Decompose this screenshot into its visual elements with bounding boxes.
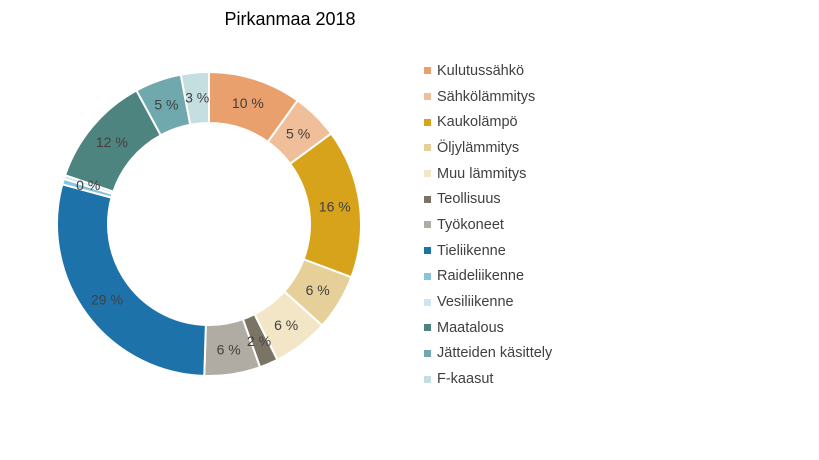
legend-item-oljylammitys: Öljylämmitys bbox=[424, 135, 552, 161]
legend-item-raideliikenne: Raideliikenne bbox=[424, 264, 552, 290]
legend-swatch bbox=[424, 324, 431, 332]
legend-item-muu-lammitys: Muu lämmitys bbox=[424, 161, 552, 187]
slice-label-teollisuus: 2 % bbox=[247, 333, 271, 349]
legend-swatch bbox=[424, 67, 431, 75]
legend-item-sahkolammitys: Sähkölämmitys bbox=[424, 84, 552, 110]
slice-label-f-kaasut: 3 % bbox=[185, 90, 209, 106]
slice-label-oljylammitys: 6 % bbox=[306, 282, 330, 298]
slice-label-sahkolammitys: 5 % bbox=[286, 126, 310, 142]
legend-label: Työkoneet bbox=[437, 216, 504, 233]
slice-tieliikenne bbox=[56, 183, 207, 377]
legend-label: Sähkölämmitys bbox=[437, 88, 536, 105]
slice-label-tieliikenne: 29 % bbox=[91, 292, 123, 308]
legend-swatch bbox=[424, 298, 431, 306]
donut-chart: 10 %5 %16 %6 %6 %2 %6 %29 %0 %12 %5 % 3 % bbox=[56, 70, 362, 377]
chart-title: Pirkanmaa 2018 bbox=[224, 9, 356, 29]
legend-label: Vesiliikenne bbox=[437, 294, 514, 311]
legend-item-teollisuus: Teollisuus bbox=[424, 186, 552, 212]
legend-item-tieliikenne: Tieliikenne bbox=[424, 238, 552, 264]
legend-swatch bbox=[424, 221, 431, 229]
legend-swatch bbox=[424, 195, 431, 203]
slice-f-kaasut bbox=[179, 70, 210, 126]
legend-item-kaukolampo: Kaukolämpö bbox=[424, 109, 552, 135]
legend-swatch bbox=[424, 144, 431, 152]
legend-label: Muu lämmitys bbox=[437, 165, 527, 182]
legend-item-f-kaasut: F-kaasut bbox=[424, 366, 552, 392]
legend: Kulutussähkö Sähkölämmitys Kaukolämpö Öljyl… bbox=[424, 58, 552, 392]
slice-label-kaukolampo: 16 % bbox=[319, 198, 351, 214]
legend-item-jatteiden-kasittely: Jätteiden käsittely bbox=[424, 341, 552, 367]
legend-swatch bbox=[424, 170, 431, 178]
slice-label-vesiliikenne: 0 % bbox=[76, 177, 100, 193]
legend-label: Kaukolämpö bbox=[437, 114, 518, 131]
legend-label: Maatalous bbox=[437, 319, 504, 336]
legend-label: Raideliikenne bbox=[437, 268, 525, 285]
legend-label: Kulutussähkö bbox=[437, 62, 525, 79]
legend-swatch bbox=[424, 118, 431, 126]
legend-label: Teollisuus bbox=[437, 191, 501, 208]
legend-label: Tieliikenne bbox=[437, 242, 506, 259]
legend-item-tyokoneet: Työkoneet bbox=[424, 212, 552, 238]
slice-label-tyokoneet: 6 % bbox=[217, 341, 241, 357]
legend-item-vesiliikenne: Vesiliikenne bbox=[424, 289, 552, 315]
legend-swatch bbox=[424, 247, 431, 255]
legend-label: Jätteiden käsittely bbox=[437, 345, 553, 362]
legend-swatch bbox=[424, 349, 431, 357]
legend-item-maatalous: Maatalous bbox=[424, 315, 552, 341]
legend-swatch bbox=[424, 93, 431, 101]
slice-label-muu-lammitys: 6 % bbox=[274, 317, 298, 333]
legend-item-kulutussahko: Kulutussähkö bbox=[424, 58, 552, 84]
slice-label-maatalous: 12 % bbox=[96, 134, 128, 150]
slice-label-kulutussahko: 10 % bbox=[232, 95, 264, 111]
legend-swatch bbox=[424, 272, 431, 280]
legend-label: F-kaasut bbox=[437, 371, 494, 388]
legend-label: Öljylämmitys bbox=[437, 139, 520, 156]
slice-label-jatteiden-kasittely: 5 % bbox=[154, 96, 178, 112]
legend-swatch bbox=[424, 375, 431, 383]
